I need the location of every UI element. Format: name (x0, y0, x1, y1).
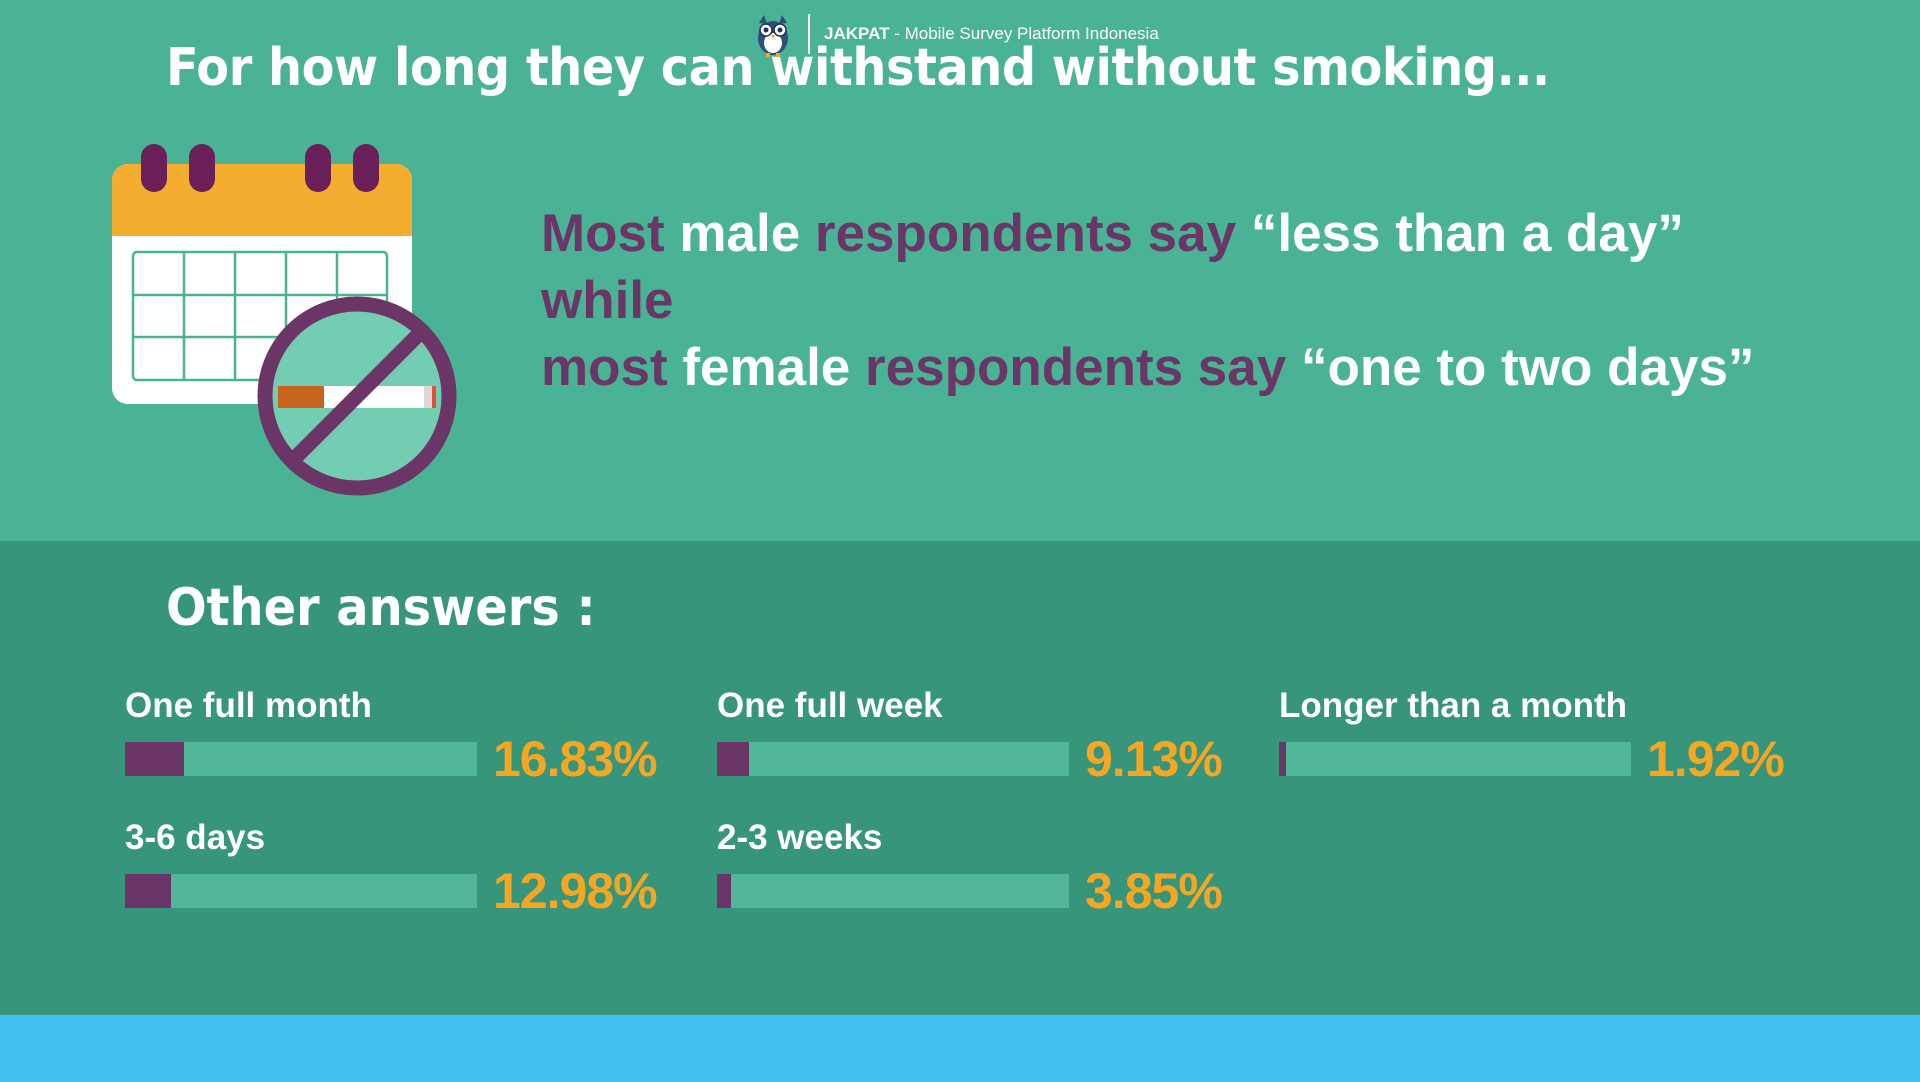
value-label: 1.92% (1647, 731, 1785, 787)
answer-label: Longer than a month (1279, 686, 1628, 725)
answer-longer-than-a-month: Longer than a month 1.92% (1279, 686, 1839, 796)
footer-text: JAKPAT - Mobile Survey Platform Indonesi… (824, 24, 1159, 44)
footer-brand: JAKPAT (824, 24, 890, 43)
bar-fill (717, 742, 750, 776)
headline-highlight: “less than a day” (1250, 204, 1684, 263)
answer-label: 2-3 weeks (717, 818, 883, 857)
headline-line-3: most female respondents say “one to two … (541, 334, 1881, 401)
headline-text: Most (541, 204, 680, 263)
footer-bar (0, 1015, 1920, 1082)
headline: Most male respondents say “less than a d… (541, 200, 1881, 401)
bar-track (125, 742, 477, 776)
answer-2-3-weeks: 2-3 weeks 3.85% (717, 818, 1277, 928)
bar-fill (1279, 742, 1286, 776)
value-label: 9.13% (1085, 731, 1223, 787)
answer-label: One full month (125, 686, 372, 725)
headline-highlight: male (679, 204, 815, 263)
footer-divider (808, 14, 810, 54)
bar-fill (125, 742, 185, 776)
headline-text: most (541, 338, 683, 397)
owl-logo-icon (758, 15, 788, 57)
bar-track (1279, 742, 1631, 776)
answer-3-6-days: 3-6 days 12.98% (125, 818, 685, 928)
value-label: 16.83% (493, 731, 658, 787)
bar-fill (125, 874, 171, 908)
footer-tagline: - Mobile Survey Platform Indonesia (889, 24, 1159, 43)
answer-label: One full week (717, 686, 943, 725)
answer-label: 3-6 days (125, 818, 266, 857)
bar-track (717, 742, 1069, 776)
headline-text: respondents say (865, 338, 1301, 397)
bar-fill (717, 874, 731, 908)
headline-line-2: while (541, 271, 674, 330)
headline-highlight: “one to two days” (1300, 338, 1755, 397)
footer-branding: JAKPAT - Mobile Survey Platform Indonesi… (752, 8, 1159, 60)
page-title: For how long they can withstand without … (166, 38, 1550, 98)
value-label: 3.85% (1085, 863, 1223, 919)
bottom-section (0, 541, 1920, 1015)
answer-one-full-month: One full month 16.83% (125, 686, 685, 796)
calendar-no-smoking-icon (112, 144, 457, 496)
answer-one-full-week: One full week 9.13% (717, 686, 1277, 796)
bar-track (717, 874, 1069, 908)
headline-text: respondents say (814, 204, 1251, 263)
value-label: 12.98% (493, 863, 658, 919)
bar-track (125, 874, 477, 908)
other-answers-title: Other answers : (166, 578, 596, 638)
headline-highlight: female (682, 338, 866, 397)
headline-line-1: Most male respondents say “less than a d… (541, 200, 1881, 267)
